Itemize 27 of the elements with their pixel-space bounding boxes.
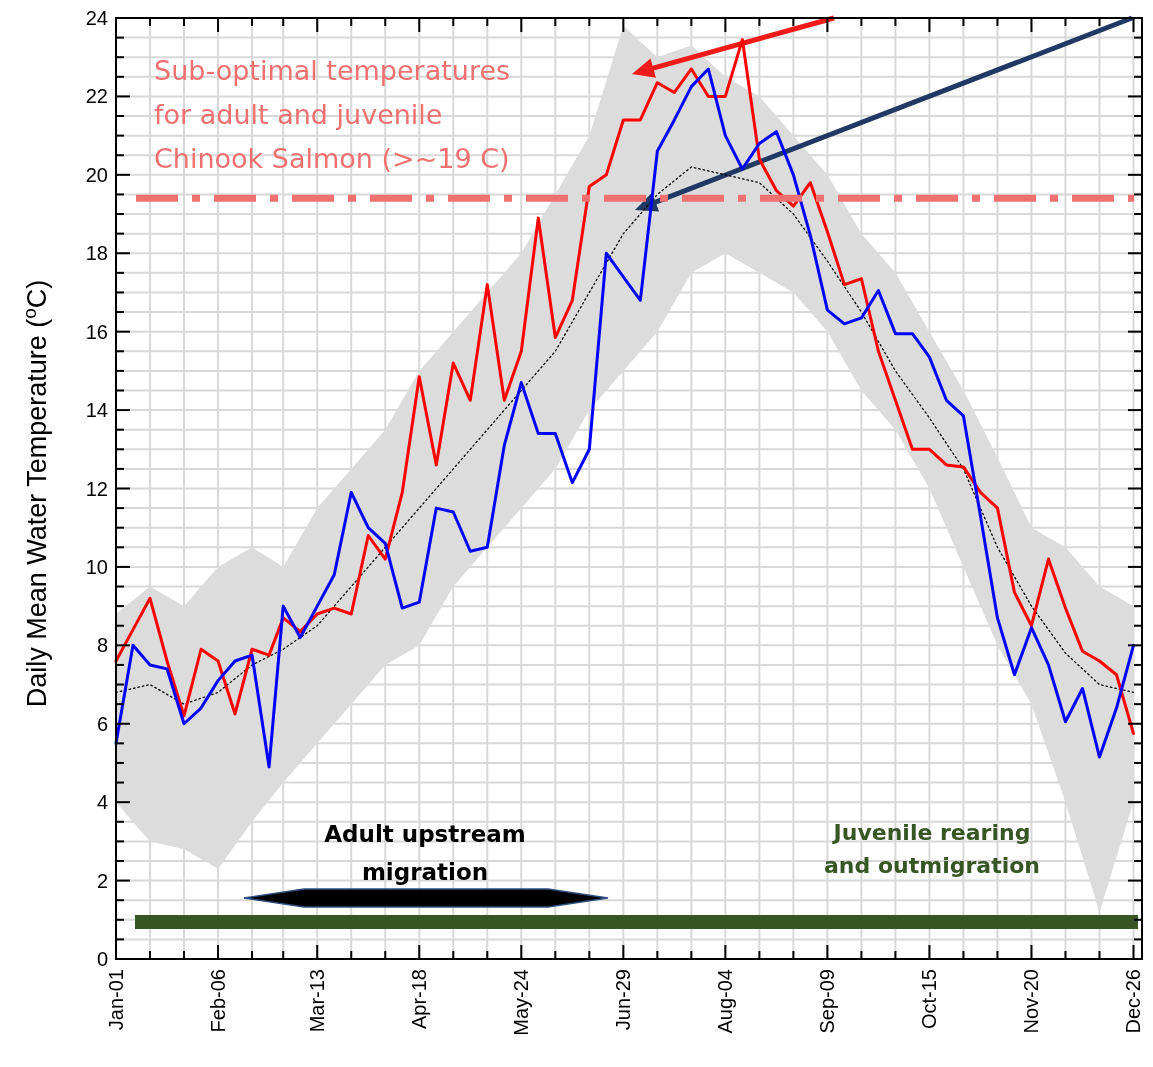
- y-tick-label: 12: [85, 477, 108, 500]
- y-tick-label: 0: [96, 948, 108, 970]
- x-tick-label: Apr-18: [408, 969, 431, 1030]
- x-tick-label: May-24: [510, 969, 533, 1036]
- x-tick-label: Oct-15: [918, 969, 941, 1030]
- y-tick-label: 4: [96, 791, 108, 814]
- x-tick-label: Nov-20: [1020, 969, 1043, 1034]
- y-tick-label: 2: [96, 869, 108, 892]
- ref-line-label: Sub-optimal temperatures for adult and juvenile Chinook Salmon (>~19 C): [154, 55, 511, 175]
- x-tick-label: Jan-01: [105, 969, 127, 1031]
- y-tick-label: 14: [85, 399, 108, 422]
- y-tick-label: 20: [85, 163, 108, 186]
- y-tick-label: 8: [96, 634, 108, 657]
- annotation: Juvenile rearing and outmigration: [824, 820, 1040, 878]
- y-tick-label: 22: [85, 85, 108, 108]
- y-tick-label: 18: [85, 242, 108, 265]
- annotation: Adult upstream migration: [324, 821, 526, 885]
- x-tick-label: Sep-09: [816, 969, 839, 1034]
- y-tick-label: 24: [85, 7, 108, 29]
- y-tick-label: 16: [85, 320, 108, 343]
- x-tick-label: Jun-29: [612, 969, 635, 1031]
- x-tick-label: Dec-26: [1122, 969, 1145, 1034]
- x-tick-label: Mar-13: [306, 969, 329, 1033]
- y-tick-label: 6: [96, 712, 108, 735]
- x-tick-label: Feb-06: [207, 969, 230, 1033]
- x-tick-label: Aug-04: [714, 969, 737, 1034]
- y-tick-label: 10: [85, 555, 108, 578]
